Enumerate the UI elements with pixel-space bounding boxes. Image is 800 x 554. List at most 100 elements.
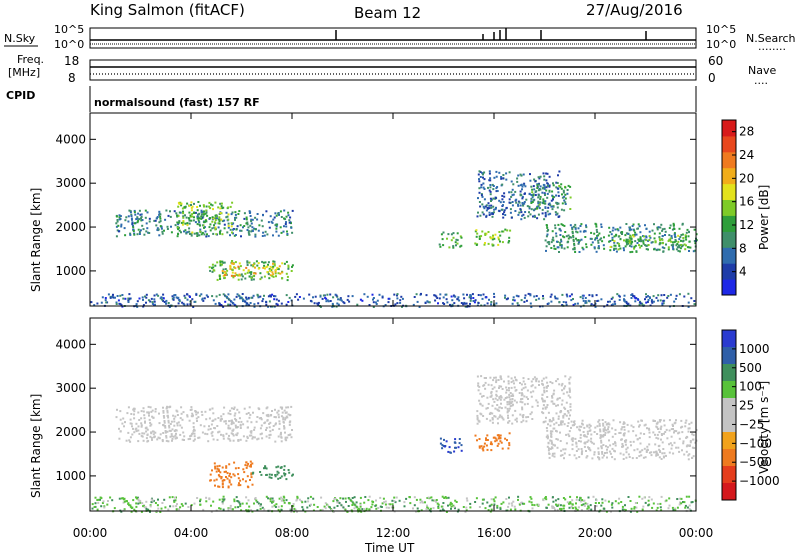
- range-cell: [552, 393, 555, 396]
- range-cell: [291, 231, 294, 234]
- range-cell: [169, 423, 172, 425]
- range-cell: [442, 231, 445, 234]
- range-cell: [622, 445, 625, 447]
- range-cell: [140, 510, 143, 513]
- range-cell: [465, 497, 468, 500]
- range-cell: [695, 233, 698, 236]
- range-cell: [484, 232, 487, 235]
- range-cell: [620, 501, 623, 503]
- range-cell: [144, 420, 146, 423]
- range-cell: [576, 302, 579, 305]
- range-cell: [271, 271, 274, 274]
- range-cell: [161, 232, 164, 235]
- range-cell: [246, 475, 249, 478]
- range-cell: [609, 452, 612, 455]
- range-cell: [219, 231, 221, 233]
- range-cell: [649, 236, 652, 239]
- range-cell: [237, 265, 240, 268]
- range-cell: [493, 376, 496, 379]
- range-cell: [229, 266, 232, 269]
- range-cell: [214, 226, 217, 229]
- range-cell: [246, 464, 249, 467]
- range-cell: [356, 303, 359, 306]
- range-cell: [186, 303, 189, 306]
- range-cell: [186, 222, 189, 225]
- range-cell: [142, 305, 145, 308]
- range-cell: [542, 172, 545, 175]
- range-cell: [342, 506, 345, 509]
- range-cell: [482, 176, 484, 179]
- range-cell: [196, 206, 199, 208]
- range-cell: [628, 236, 631, 239]
- range-cell: [667, 507, 670, 510]
- range-cell: [188, 222, 191, 225]
- range-cell: [482, 384, 485, 387]
- range-cell: [250, 431, 253, 434]
- range-cell: [279, 272, 282, 275]
- range-cell: [453, 505, 456, 508]
- range-cell: [652, 300, 655, 303]
- range-cell: [137, 425, 140, 428]
- range-cell: [184, 502, 187, 505]
- range-cell: [670, 428, 673, 431]
- range-cell: [496, 417, 499, 420]
- range-cell: [460, 444, 463, 447]
- range-cell: [227, 508, 230, 511]
- date-label: 27/Aug/2016: [586, 1, 683, 19]
- range-cell: [250, 264, 253, 267]
- range-cell: [517, 498, 519, 501]
- range-cell: [555, 380, 558, 383]
- range-cell: [516, 180, 519, 183]
- range-cell: [133, 417, 136, 420]
- range-cell: [268, 277, 271, 280]
- range-cell: [687, 458, 690, 461]
- range-cell: [251, 230, 254, 232]
- range-cell: [246, 260, 249, 263]
- range-cell: [606, 303, 609, 306]
- range-cell: [137, 440, 140, 443]
- range-cell: [557, 223, 560, 226]
- range-cell: [562, 416, 565, 419]
- range-cell: [478, 235, 481, 238]
- range-cell: [240, 420, 243, 423]
- range-cell: [375, 303, 378, 305]
- range-cell: [652, 419, 655, 422]
- x-tick-label: 00:00: [73, 526, 108, 540]
- range-cell: [559, 431, 561, 434]
- range-cell: [510, 395, 513, 397]
- range-cell: [656, 226, 659, 229]
- range-cell: [203, 425, 206, 428]
- range-cell: [597, 453, 600, 455]
- range-cell: [282, 499, 285, 502]
- range-cell: [549, 439, 552, 442]
- range-cell: [644, 456, 647, 459]
- range-cell: [203, 213, 206, 216]
- range-cell: [329, 293, 332, 296]
- range-cell: [426, 504, 428, 507]
- nave-tick-bottom: 0: [708, 71, 716, 85]
- range-cell: [506, 439, 508, 442]
- range-cell: [570, 420, 573, 423]
- range-cell: [530, 197, 533, 200]
- range-cell: [269, 294, 272, 297]
- range-cell: [601, 501, 604, 504]
- range-cell: [120, 510, 123, 513]
- range-cell: [532, 215, 534, 218]
- range-cell: [233, 461, 236, 464]
- range-cell: [646, 449, 649, 451]
- range-cell: [426, 506, 429, 509]
- range-cell: [575, 445, 578, 448]
- range-cell: [548, 185, 551, 188]
- range-cell: [478, 187, 481, 190]
- range-cell: [275, 227, 278, 230]
- range-cell: [189, 296, 191, 298]
- range-cell: [312, 296, 314, 299]
- range-cell: [570, 438, 573, 441]
- range-cell: [114, 296, 116, 299]
- range-cell: [678, 250, 681, 253]
- range-cell: [251, 462, 254, 465]
- range-cell: [571, 443, 574, 446]
- range-cell: [437, 507, 440, 509]
- range-cell: [519, 204, 522, 207]
- range-cell: [191, 213, 194, 216]
